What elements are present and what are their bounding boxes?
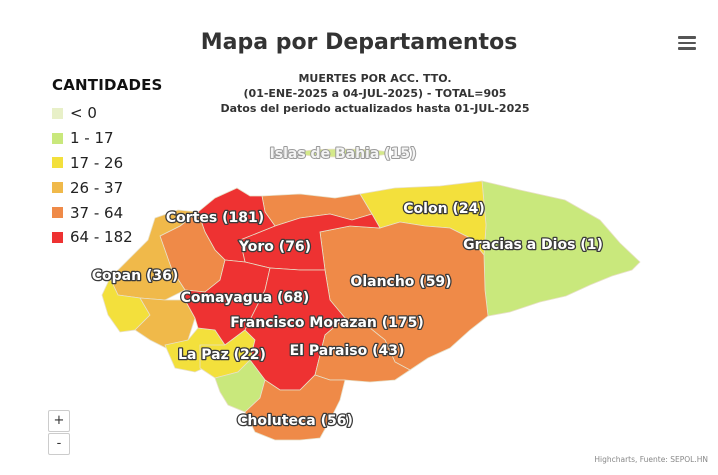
subtitle-line: (01-ENE-2025 a 04-JUL-2025) - TOTAL=905 xyxy=(243,87,507,100)
legend-swatch xyxy=(52,231,63,243)
legend-item[interactable]: 37 - 64 xyxy=(52,200,163,225)
department-copan[interactable] xyxy=(109,209,200,301)
legend: CANTIDADES < 0 1 - 17 17 - 26 26 - 37 37… xyxy=(52,76,163,250)
legend-label: 1 - 17 xyxy=(70,129,114,148)
zoom-out-button[interactable]: - xyxy=(48,433,70,455)
subtitle-line: Datos del periodo actualizados hasta 01-… xyxy=(220,102,530,115)
label-francisco-morazan: Francisco Morazan (175) xyxy=(230,315,424,331)
legend-label: 17 - 26 xyxy=(70,153,124,172)
legend-label: 26 - 37 xyxy=(70,178,124,197)
label-colon: Colon (24) xyxy=(403,201,484,217)
zoom-in-button[interactable]: + xyxy=(48,410,70,432)
legend-swatch xyxy=(52,182,63,194)
label-olancho: Olancho (59) xyxy=(350,274,451,290)
legend-swatch xyxy=(52,207,63,219)
label-yoro: Yoro (76) xyxy=(238,239,311,255)
label-islas-de-bahia: Islas de Bahia (15) xyxy=(270,146,417,162)
credits[interactable]: Highcharts, Fuente: SEPOL.HN xyxy=(594,455,708,464)
legend-title: CANTIDADES xyxy=(52,76,163,94)
label-comayagua: Comayagua (68) xyxy=(181,290,310,306)
map-subtitle: MUERTES POR ACC. TTO. (01-ENE-2025 a 04-… xyxy=(150,71,600,116)
legend-item[interactable]: 26 - 37 xyxy=(52,175,163,200)
subtitle-line: MUERTES POR ACC. TTO. xyxy=(298,72,452,85)
legend-label: 64 - 182 xyxy=(70,228,133,247)
department-choluteca[interactable] xyxy=(244,374,346,441)
label-choluteca: Choluteca (56) xyxy=(237,413,353,429)
legend-swatch xyxy=(52,107,63,119)
label-cortes: Cortes (181) xyxy=(166,210,264,226)
legend-label: 37 - 64 xyxy=(70,203,124,222)
legend-swatch xyxy=(52,132,63,144)
legend-item[interactable]: < 0 xyxy=(52,101,163,126)
label-la-paz: La Paz (22) xyxy=(178,347,266,363)
label-el-paraiso: El Paraiso (43) xyxy=(290,343,405,359)
department-islas-de-bahia[interactable] xyxy=(297,148,389,158)
hamburger-menu-icon[interactable] xyxy=(678,36,696,52)
map-title: Mapa por Departamentos xyxy=(200,30,518,55)
label-copan: Copan (36) xyxy=(92,268,178,284)
legend-swatch xyxy=(52,157,63,169)
legend-item[interactable]: 1 - 17 xyxy=(52,126,163,151)
legend-label: < 0 xyxy=(70,104,97,123)
legend-item[interactable]: 17 - 26 xyxy=(52,151,163,176)
legend-item[interactable]: 64 - 182 xyxy=(52,225,163,250)
label-gracias-a-dios: Gracias a Dios (1) xyxy=(463,237,603,253)
